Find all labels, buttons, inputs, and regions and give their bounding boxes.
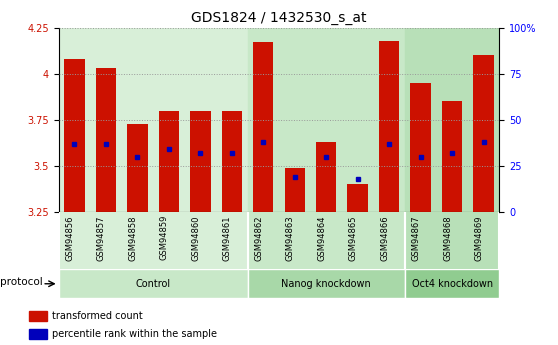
Text: Control: Control — [136, 279, 171, 289]
Bar — [348, 185, 368, 212]
Text: GSM94856: GSM94856 — [65, 215, 74, 260]
Text: percentile rank within the sample: percentile rank within the sample — [52, 329, 218, 339]
Bar — [405, 212, 499, 269]
Bar — [442, 101, 463, 212]
Bar — [59, 212, 248, 269]
Bar — [222, 111, 242, 212]
Bar — [248, 212, 405, 269]
Text: GSM94864: GSM94864 — [318, 215, 326, 260]
Bar — [248, 269, 405, 298]
Bar — [29, 311, 47, 321]
Text: GSM94857: GSM94857 — [97, 215, 106, 260]
Text: GSM94868: GSM94868 — [443, 215, 452, 260]
Bar — [29, 329, 47, 339]
Text: GSM94860: GSM94860 — [191, 215, 200, 260]
Bar — [59, 269, 248, 298]
Text: transformed count: transformed count — [52, 311, 143, 321]
Text: GSM94861: GSM94861 — [223, 215, 232, 260]
Bar — [127, 124, 147, 212]
Bar — [158, 111, 179, 212]
Text: Oct4 knockdown: Oct4 knockdown — [412, 279, 493, 289]
Text: GSM94859: GSM94859 — [160, 215, 169, 260]
Bar — [95, 68, 116, 212]
Bar — [248, 28, 405, 212]
Bar — [190, 111, 210, 212]
Bar — [405, 269, 499, 298]
Text: GSM94866: GSM94866 — [380, 215, 389, 260]
Bar — [473, 55, 494, 212]
Title: GDS1824 / 1432530_s_at: GDS1824 / 1432530_s_at — [191, 11, 367, 25]
Bar — [64, 59, 85, 212]
Text: GSM94865: GSM94865 — [349, 215, 358, 260]
Text: GSM94863: GSM94863 — [286, 215, 295, 260]
Bar — [379, 40, 400, 212]
Text: GSM94858: GSM94858 — [128, 215, 137, 260]
Text: protocol: protocol — [0, 277, 43, 287]
Text: GSM94869: GSM94869 — [475, 215, 484, 260]
Bar — [253, 42, 273, 212]
Text: GSM94867: GSM94867 — [412, 215, 421, 260]
Bar — [405, 28, 499, 212]
Bar — [59, 28, 248, 212]
Bar — [285, 168, 305, 212]
Bar — [411, 83, 431, 212]
Text: GSM94862: GSM94862 — [254, 215, 263, 260]
Bar — [316, 142, 336, 212]
Text: Nanog knockdown: Nanog knockdown — [281, 279, 371, 289]
